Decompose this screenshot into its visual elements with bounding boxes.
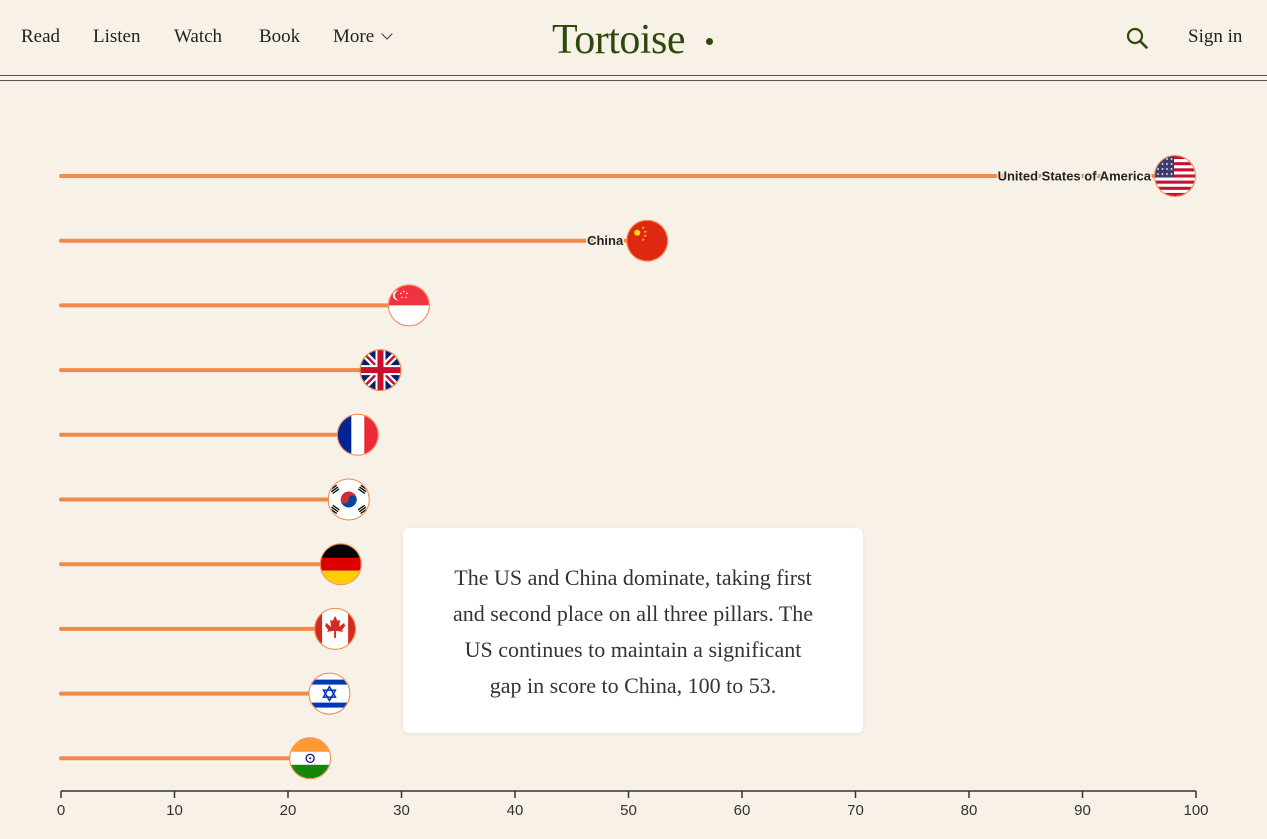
x-tick-label: 10 bbox=[166, 802, 183, 819]
israel-flag-icon bbox=[308, 672, 351, 715]
x-tick-label: 100 bbox=[1183, 802, 1208, 819]
nav-more-label: More bbox=[333, 26, 375, 47]
bar-row bbox=[59, 672, 351, 715]
nav-more[interactable]: More bbox=[333, 26, 393, 48]
bar-row: China bbox=[59, 219, 669, 262]
callout-line: US continues to maintain a significant bbox=[464, 637, 802, 662]
callout-line: and second place on all three pillars. T… bbox=[452, 601, 813, 626]
callout-line: gap in score to China, 100 to 53. bbox=[489, 673, 777, 698]
nav-read[interactable]: Read bbox=[21, 26, 61, 47]
china-flag-icon bbox=[626, 219, 669, 262]
nav-listen[interactable]: Listen bbox=[93, 26, 141, 47]
nav-divider-secondary bbox=[0, 80, 1267, 81]
search-icon[interactable] bbox=[1126, 27, 1148, 49]
tortoise-logo[interactable]: Tortoise bbox=[552, 17, 686, 63]
uk-flag-icon bbox=[359, 349, 402, 392]
nav-book[interactable]: Book bbox=[259, 26, 301, 47]
india-flag-icon bbox=[289, 737, 332, 780]
usa-flag-icon bbox=[1154, 155, 1196, 197]
nav-divider bbox=[0, 75, 1267, 76]
bar-row bbox=[59, 607, 357, 650]
france-flag-icon bbox=[336, 413, 379, 456]
nav-watch[interactable]: Watch bbox=[174, 26, 223, 47]
callout-line: The US and China dominate, taking first bbox=[454, 565, 812, 590]
x-tick-label: 80 bbox=[961, 802, 978, 819]
bar-row bbox=[59, 543, 362, 586]
x-tick-label: 60 bbox=[734, 802, 751, 819]
top-navigation: Read Listen Watch Book More Tortoise Sig… bbox=[0, 0, 1267, 81]
x-tick-label: 30 bbox=[393, 802, 410, 819]
x-tick-label: 90 bbox=[1074, 802, 1091, 819]
bar-row: United States of America bbox=[59, 155, 1196, 197]
callout-box: The US and China dominate, taking first … bbox=[403, 528, 863, 733]
x-tick-label: 20 bbox=[280, 802, 297, 819]
bar-row bbox=[59, 284, 430, 327]
bar-row bbox=[59, 413, 379, 456]
x-tick-label: 0 bbox=[57, 802, 65, 819]
x-tick-label: 70 bbox=[847, 802, 864, 819]
bar-label: China bbox=[587, 233, 624, 248]
bar-label: United States of America bbox=[998, 169, 1152, 184]
bar-row bbox=[59, 349, 402, 392]
canada-flag-icon bbox=[314, 607, 357, 650]
sign-in-link[interactable]: Sign in bbox=[1188, 26, 1243, 47]
x-tick-label: 40 bbox=[507, 802, 524, 819]
logo-dot bbox=[706, 38, 713, 45]
bar-row bbox=[59, 478, 370, 521]
bar-row bbox=[59, 737, 332, 780]
x-tick-label: 50 bbox=[620, 802, 637, 819]
germany-flag-icon bbox=[319, 543, 362, 586]
south-korea-flag-icon bbox=[327, 478, 370, 521]
singapore-flag-icon bbox=[387, 284, 430, 327]
